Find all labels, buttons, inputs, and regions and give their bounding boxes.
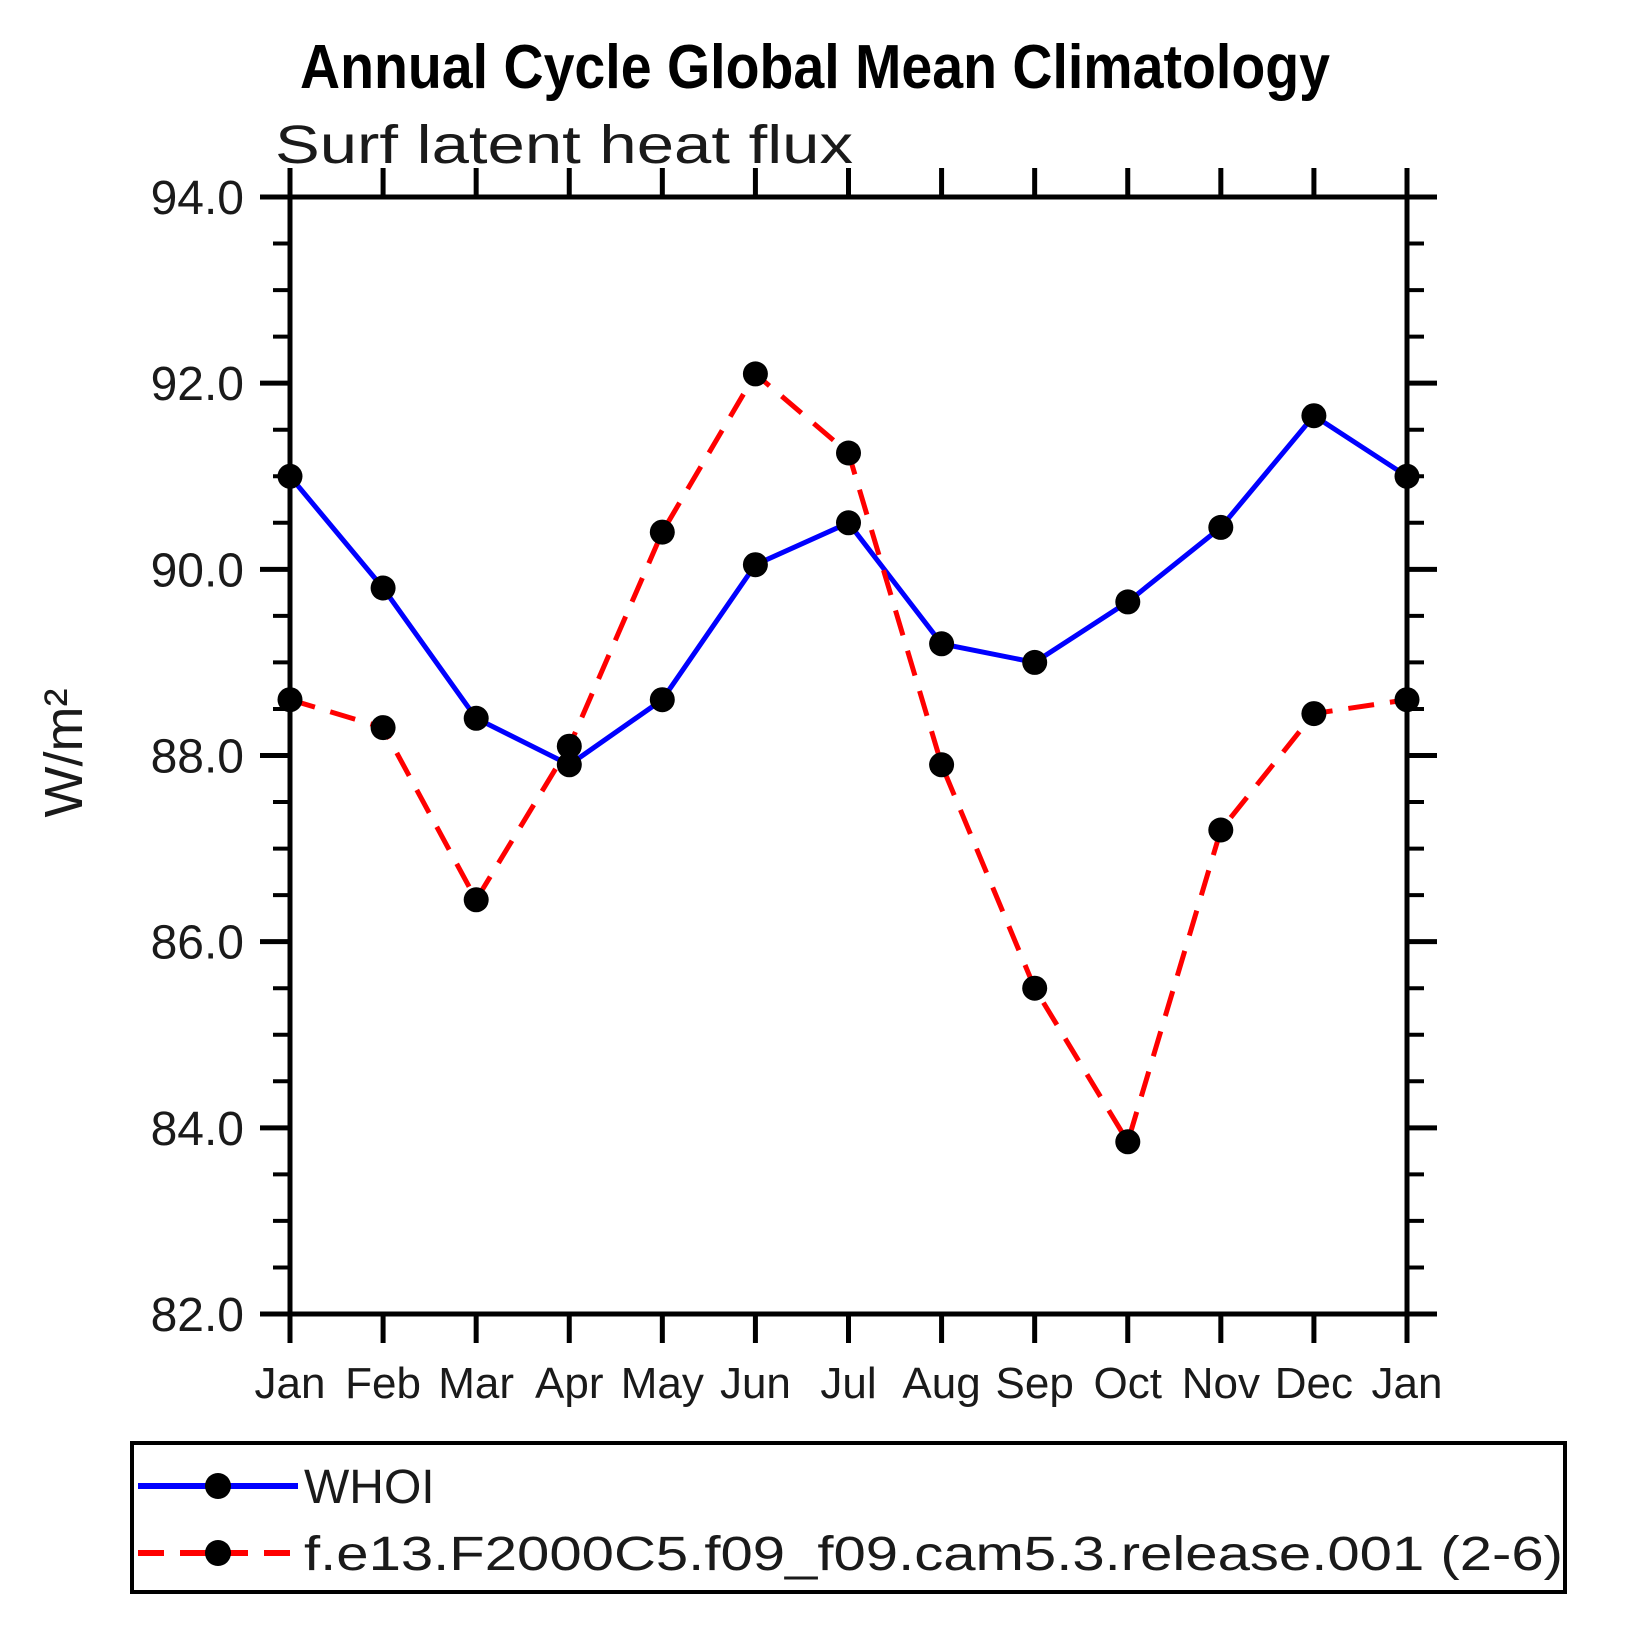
- chart-title: Annual Cycle Global Mean Climatology: [300, 33, 1330, 102]
- data-point-marker: [1301, 403, 1327, 429]
- x-tick-label: Sep: [996, 1359, 1074, 1408]
- data-point-marker: [1022, 649, 1048, 675]
- legend-label: WHOI: [304, 1461, 435, 1514]
- y-tick-label: 82.0: [151, 1289, 244, 1342]
- data-point-marker: [277, 463, 303, 489]
- legend-marker-sample: [205, 1473, 231, 1499]
- data-point-marker: [463, 705, 489, 731]
- series-markers: [277, 361, 1420, 1155]
- x-tick-label: Nov: [1182, 1359, 1260, 1408]
- chart-subtitle: Surf latent heat flux: [275, 115, 853, 175]
- data-point-marker: [1022, 975, 1048, 1001]
- data-point-marker: [463, 887, 489, 913]
- data-point-marker: [1115, 589, 1141, 615]
- series-lines: [288, 370, 1409, 1148]
- data-point-marker: [1208, 817, 1234, 843]
- y-tick-label: 94.0: [151, 172, 244, 225]
- data-point-marker: [370, 575, 396, 601]
- y-axis-ticks-left: [260, 194, 290, 1317]
- data-point-marker: [836, 440, 861, 466]
- x-tick-label: Feb: [345, 1359, 421, 1408]
- y-tick-label: 88.0: [151, 731, 244, 784]
- legend-label: f.e13.F2000C5.f09_f09.cam5.3.release.001…: [304, 1528, 1563, 1581]
- x-axis-ticks-bottom: [287, 1314, 1410, 1343]
- data-point-marker: [836, 510, 861, 536]
- legend-box: [130, 1441, 1567, 1594]
- series-line-1: [289, 370, 1408, 1148]
- x-tick-label: Oct: [1094, 1359, 1162, 1408]
- series-line-0: [288, 412, 1409, 768]
- x-tick-label: May: [621, 1359, 704, 1408]
- x-axis-tick-labels: Jan Feb Mar Apr May Jun Jul Aug Sep Oct Nov Dec Jan: [255, 1359, 1443, 1408]
- data-point-marker: [556, 733, 582, 759]
- data-point-marker: [742, 361, 768, 387]
- data-point-marker: [929, 631, 955, 657]
- x-tick-label: Jun: [720, 1359, 791, 1408]
- data-point-marker: [556, 752, 582, 778]
- data-point-marker: [649, 687, 675, 713]
- x-tick-label: Mar: [438, 1359, 514, 1408]
- y-tick-label: 86.0: [151, 917, 244, 970]
- x-tick-label: Dec: [1275, 1359, 1353, 1408]
- x-tick-label: Jan: [1372, 1359, 1443, 1408]
- y-tick-label: 92.0: [151, 358, 244, 411]
- data-point-marker: [1208, 514, 1234, 540]
- y-tick-label: 90.0: [151, 544, 244, 597]
- data-point-marker: [742, 552, 768, 578]
- x-tick-label: Jan: [255, 1359, 326, 1408]
- y-axis-ticks-right: [1407, 194, 1437, 1317]
- data-point-marker: [649, 519, 675, 545]
- x-tick-label: Apr: [535, 1359, 603, 1408]
- legend: WHOI f.e13.F2000C5.f09_f09.cam5.3.release…: [130, 1441, 1567, 1594]
- data-point-marker: [1394, 687, 1420, 713]
- data-point-marker: [370, 715, 396, 741]
- data-point-marker: [1115, 1129, 1141, 1155]
- data-point-marker: [929, 752, 955, 778]
- plot-border-box: [287, 194, 1410, 1317]
- data-point-marker: [1301, 701, 1327, 727]
- legend-entries: WHOI f.e13.F2000C5.f09_f09.cam5.3.release…: [138, 1461, 1563, 1581]
- x-tick-label: Jul: [820, 1359, 876, 1408]
- y-tick-label: 84.0: [151, 1103, 244, 1156]
- legend-marker-sample: [205, 1540, 231, 1566]
- plot-area: 94.0 92.0 90.0 88.0 86.0 84.0 82.0 Jan Feb Mar Ap…: [151, 168, 1443, 1408]
- x-axis-ticks-top: [287, 168, 1410, 197]
- data-point-marker: [1394, 463, 1420, 489]
- data-point-marker: [277, 687, 303, 713]
- y-axis-label: W/m²: [34, 689, 94, 818]
- x-tick-label: Aug: [902, 1359, 980, 1408]
- y-axis-tick-labels: 94.0 92.0 90.0 88.0 86.0 84.0 82.0: [151, 172, 244, 1342]
